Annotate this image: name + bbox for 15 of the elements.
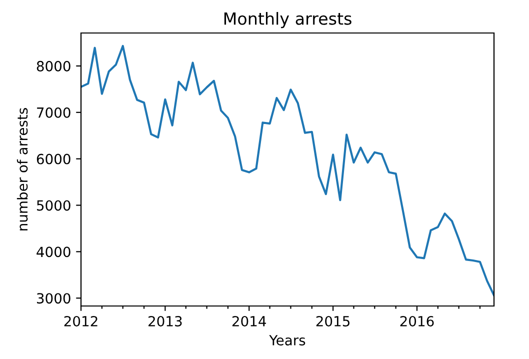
chart-title: Monthly arrests: [224, 12, 352, 28]
y-axis-title: number of arrests: [16, 108, 28, 230]
y-tick-label: 7000: [37, 107, 70, 118]
y-tick-label: 6000: [36, 154, 70, 164]
x-tick-label: 2014: [232, 316, 266, 326]
x-tick-label: 2012: [64, 316, 98, 326]
y-tick-label: 4000: [36, 246, 70, 258]
y-tick-label: 5000: [37, 200, 70, 211]
x-tick-label: 2015: [316, 316, 350, 326]
x-tick-label: 2013: [148, 316, 182, 326]
x-axis-title: Years: [269, 335, 306, 346]
x-tick-label: 2016: [400, 316, 434, 326]
y-tick-label: 8000: [36, 60, 70, 72]
y-tick-label: 3000: [36, 293, 70, 304]
line-series: [81, 44, 494, 296]
